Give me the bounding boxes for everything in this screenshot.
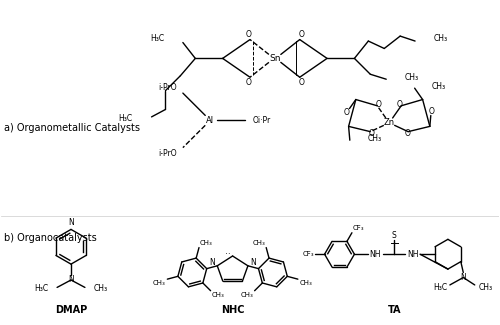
Text: N: N	[68, 276, 74, 284]
Text: N: N	[460, 273, 466, 282]
Text: ··: ··	[225, 251, 230, 259]
Text: O: O	[298, 30, 304, 39]
Text: S: S	[392, 231, 396, 240]
Text: CH₃: CH₃	[152, 280, 166, 286]
Text: Oi·Pr: Oi·Pr	[252, 116, 270, 125]
Text: Al: Al	[206, 116, 214, 125]
Text: H₃C: H₃C	[150, 34, 164, 43]
Text: CH₃: CH₃	[432, 82, 446, 91]
Text: NH: NH	[370, 250, 381, 259]
Text: H₃C: H₃C	[433, 283, 447, 292]
Text: O: O	[246, 30, 252, 39]
Text: b) Organocatalysts: b) Organocatalysts	[4, 233, 96, 243]
Text: N: N	[250, 258, 256, 267]
Text: CH₃: CH₃	[478, 283, 492, 292]
Text: N: N	[68, 218, 74, 227]
Text: i-PrO: i-PrO	[158, 149, 176, 158]
Text: NHC: NHC	[221, 305, 244, 315]
Text: a) Organometallic Catalysts: a) Organometallic Catalysts	[4, 123, 140, 133]
Text: CH₃: CH₃	[434, 34, 448, 43]
Text: CF₃: CF₃	[352, 225, 364, 231]
Text: O: O	[428, 107, 434, 116]
Text: O: O	[396, 100, 402, 109]
Text: CF₃: CF₃	[302, 251, 314, 257]
Text: CH₃: CH₃	[300, 280, 312, 286]
Text: H₃C: H₃C	[34, 284, 48, 293]
Text: DMAP: DMAP	[55, 305, 87, 315]
Text: CH₃: CH₃	[367, 134, 382, 143]
Text: O: O	[368, 129, 374, 138]
Text: CH₃: CH₃	[212, 292, 224, 298]
Text: i-PrO: i-PrO	[158, 83, 176, 92]
Text: NH: NH	[408, 250, 419, 259]
Text: O: O	[404, 129, 410, 138]
Text: O: O	[344, 108, 350, 117]
Text: Zn: Zn	[384, 118, 395, 127]
Text: CH₃: CH₃	[404, 73, 418, 82]
Text: H₃C: H₃C	[118, 114, 132, 123]
Text: CH₃: CH₃	[94, 284, 108, 293]
Text: N: N	[210, 258, 215, 267]
Text: O: O	[298, 78, 304, 87]
Text: CH₃: CH₃	[240, 292, 253, 298]
Text: Sn: Sn	[269, 54, 280, 63]
Text: CH₃: CH₃	[253, 240, 266, 246]
Text: TA: TA	[388, 305, 401, 315]
Text: O: O	[246, 78, 252, 87]
Text: CH₃: CH₃	[200, 240, 212, 246]
Text: O: O	[376, 100, 382, 109]
